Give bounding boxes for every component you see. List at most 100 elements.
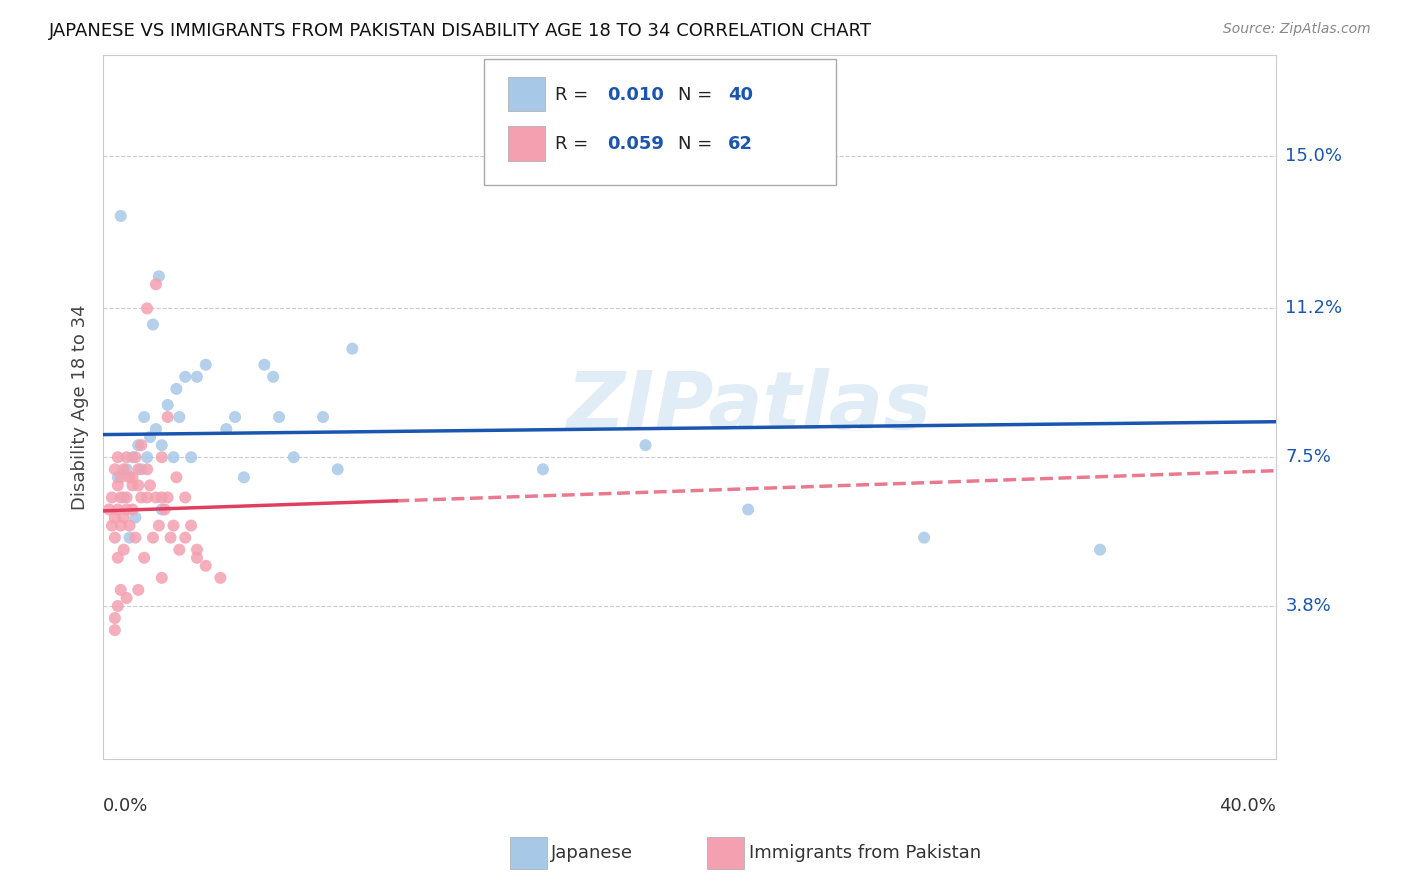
Point xyxy=(104,510,127,524)
Point xyxy=(107,450,129,465)
Point xyxy=(169,410,191,425)
Point xyxy=(136,462,159,476)
Point xyxy=(136,301,159,316)
Point xyxy=(124,510,146,524)
Point xyxy=(118,470,141,484)
Point xyxy=(194,558,217,573)
Point xyxy=(224,410,246,425)
Point xyxy=(124,450,146,465)
Text: ZIPatlas: ZIPatlas xyxy=(565,368,931,446)
FancyBboxPatch shape xyxy=(508,77,546,112)
Text: 15.0%: 15.0% xyxy=(1285,146,1343,165)
Text: R =: R = xyxy=(554,135,593,153)
Point xyxy=(267,410,290,425)
Point xyxy=(253,358,276,372)
Text: N =: N = xyxy=(678,86,718,103)
Point xyxy=(148,269,170,284)
Point xyxy=(312,410,335,425)
Point xyxy=(115,450,138,465)
Point xyxy=(912,531,935,545)
Point xyxy=(118,531,141,545)
Point xyxy=(145,422,167,436)
Point xyxy=(194,358,217,372)
Point xyxy=(112,462,135,476)
Point xyxy=(159,531,181,545)
Point xyxy=(737,502,759,516)
Point xyxy=(104,623,127,637)
Point xyxy=(342,342,364,356)
Point xyxy=(121,470,143,484)
Point xyxy=(104,462,127,476)
Text: N =: N = xyxy=(678,135,718,153)
Text: Source: ZipAtlas.com: Source: ZipAtlas.com xyxy=(1223,22,1371,37)
Text: 40: 40 xyxy=(728,86,754,103)
Point xyxy=(104,611,127,625)
Point xyxy=(115,502,138,516)
Point xyxy=(110,209,132,223)
Point xyxy=(180,450,202,465)
Point xyxy=(112,510,135,524)
Point xyxy=(110,470,132,484)
Point xyxy=(107,478,129,492)
Point xyxy=(180,518,202,533)
Point xyxy=(142,318,165,332)
Text: 40.0%: 40.0% xyxy=(1219,797,1277,815)
Point xyxy=(110,491,132,505)
Text: 7.5%: 7.5% xyxy=(1285,448,1331,467)
Text: Japanese: Japanese xyxy=(551,844,633,862)
Point xyxy=(1088,542,1111,557)
Point xyxy=(156,410,179,425)
Point xyxy=(156,491,179,505)
Point xyxy=(121,478,143,492)
Point xyxy=(134,550,156,565)
Text: 62: 62 xyxy=(728,135,754,153)
Text: R =: R = xyxy=(554,86,593,103)
Point xyxy=(283,450,305,465)
Point xyxy=(162,450,184,465)
Point xyxy=(150,450,173,465)
FancyBboxPatch shape xyxy=(508,126,546,161)
Text: 0.0%: 0.0% xyxy=(103,797,149,815)
Point xyxy=(101,491,124,505)
Point xyxy=(148,518,170,533)
Point xyxy=(169,542,191,557)
Point xyxy=(145,277,167,292)
Point xyxy=(215,422,238,436)
Point xyxy=(124,531,146,545)
Point xyxy=(150,571,173,585)
Text: 0.010: 0.010 xyxy=(607,86,664,103)
Point xyxy=(112,491,135,505)
Point xyxy=(136,450,159,465)
Point xyxy=(110,582,132,597)
Point xyxy=(150,491,173,505)
Point xyxy=(115,591,138,605)
Point xyxy=(209,571,232,585)
Text: 0.059: 0.059 xyxy=(607,135,664,153)
Point xyxy=(127,478,149,492)
Text: JAPANESE VS IMMIGRANTS FROM PAKISTAN DISABILITY AGE 18 TO 34 CORRELATION CHART: JAPANESE VS IMMIGRANTS FROM PAKISTAN DIS… xyxy=(49,22,872,40)
Point xyxy=(139,430,162,444)
Point xyxy=(101,518,124,533)
Point xyxy=(156,398,179,412)
Point xyxy=(153,502,176,516)
Point xyxy=(150,438,173,452)
Point xyxy=(118,518,141,533)
Point xyxy=(186,369,208,384)
Point xyxy=(139,478,162,492)
Point xyxy=(165,382,187,396)
Point xyxy=(232,470,254,484)
Point xyxy=(107,599,129,613)
Point xyxy=(165,470,187,484)
Point xyxy=(115,462,138,476)
Point xyxy=(145,491,167,505)
Text: Immigrants from Pakistan: Immigrants from Pakistan xyxy=(749,844,981,862)
Point xyxy=(107,502,129,516)
Point xyxy=(127,582,149,597)
Point xyxy=(127,438,149,452)
Point xyxy=(127,462,149,476)
Point xyxy=(107,470,129,484)
Point xyxy=(129,438,152,452)
Point xyxy=(98,502,121,516)
Point xyxy=(634,438,657,452)
Point xyxy=(186,550,208,565)
